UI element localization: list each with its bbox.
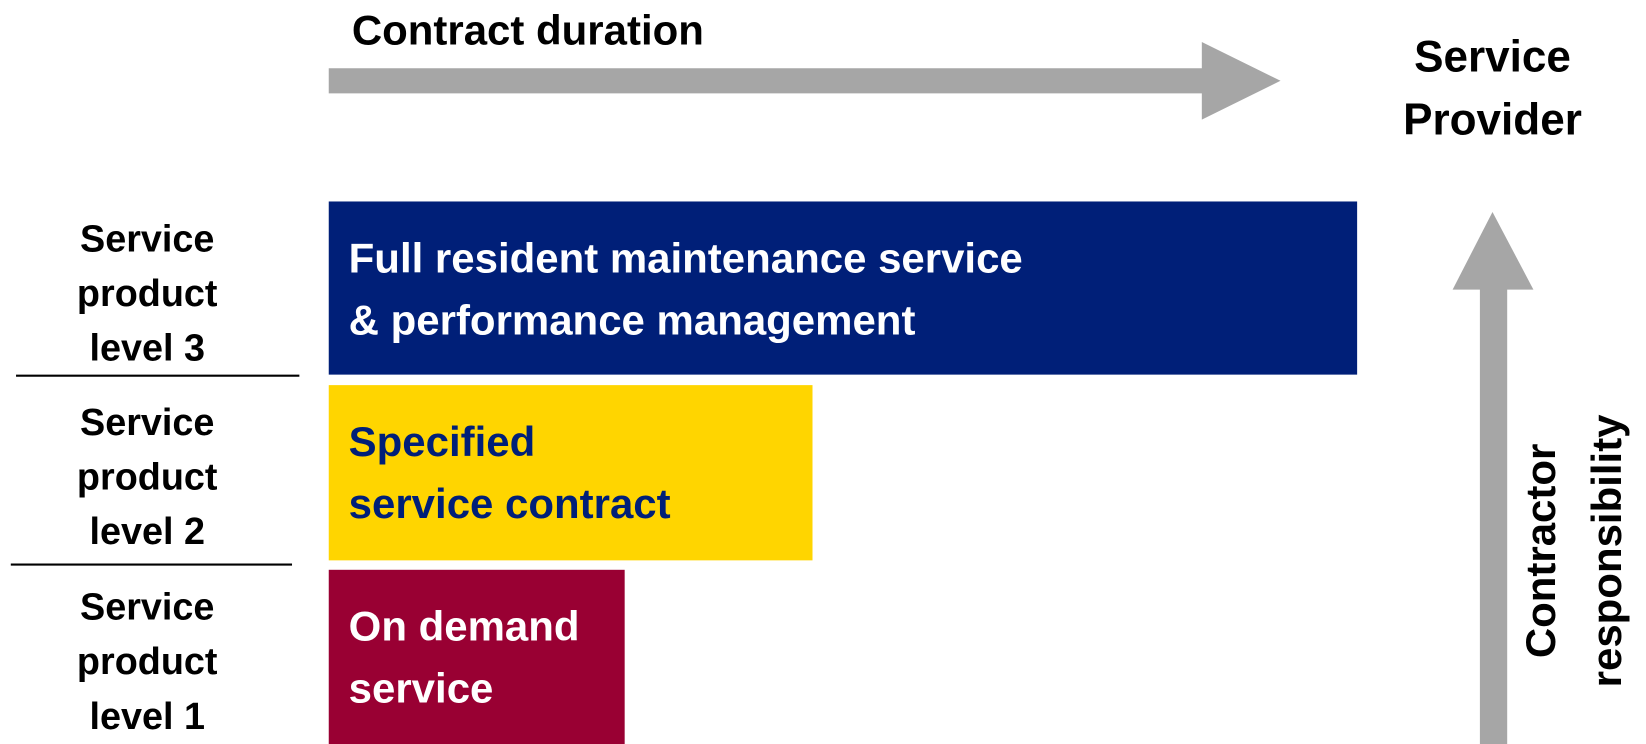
service-box-text: On demand bbox=[349, 603, 580, 650]
service-box-text: Full resident maintenance service bbox=[349, 234, 1023, 281]
duration-label: Contract duration bbox=[352, 7, 704, 54]
responsibility-label: Contractor responsibility bbox=[1517, 414, 1630, 688]
level-label: product bbox=[77, 273, 218, 315]
level-label: Service bbox=[80, 587, 214, 629]
service-box-text: service bbox=[349, 665, 494, 712]
level-label: level 3 bbox=[89, 327, 205, 369]
service-box bbox=[328, 201, 1358, 375]
duration-arrow bbox=[328, 41, 1281, 120]
provider-label: Provider bbox=[1403, 95, 1582, 144]
responsibility-arrow bbox=[1452, 211, 1534, 744]
level-label: Service bbox=[80, 218, 214, 260]
level-label: product bbox=[77, 641, 218, 683]
service-box bbox=[328, 385, 813, 561]
responsibility-text: Contractor bbox=[1517, 444, 1564, 659]
service-box-text: Specified bbox=[349, 418, 536, 465]
service-box-text: service contract bbox=[349, 480, 671, 527]
service-box bbox=[328, 569, 625, 744]
provider-label: Service bbox=[1414, 32, 1571, 81]
level-label: level 2 bbox=[89, 511, 205, 553]
service-box-text: & performance management bbox=[349, 296, 916, 343]
responsibility-text: responsibility bbox=[1583, 414, 1630, 688]
level-label: level 1 bbox=[89, 696, 205, 738]
level-label: product bbox=[77, 457, 218, 499]
level-label: Service bbox=[80, 402, 214, 444]
